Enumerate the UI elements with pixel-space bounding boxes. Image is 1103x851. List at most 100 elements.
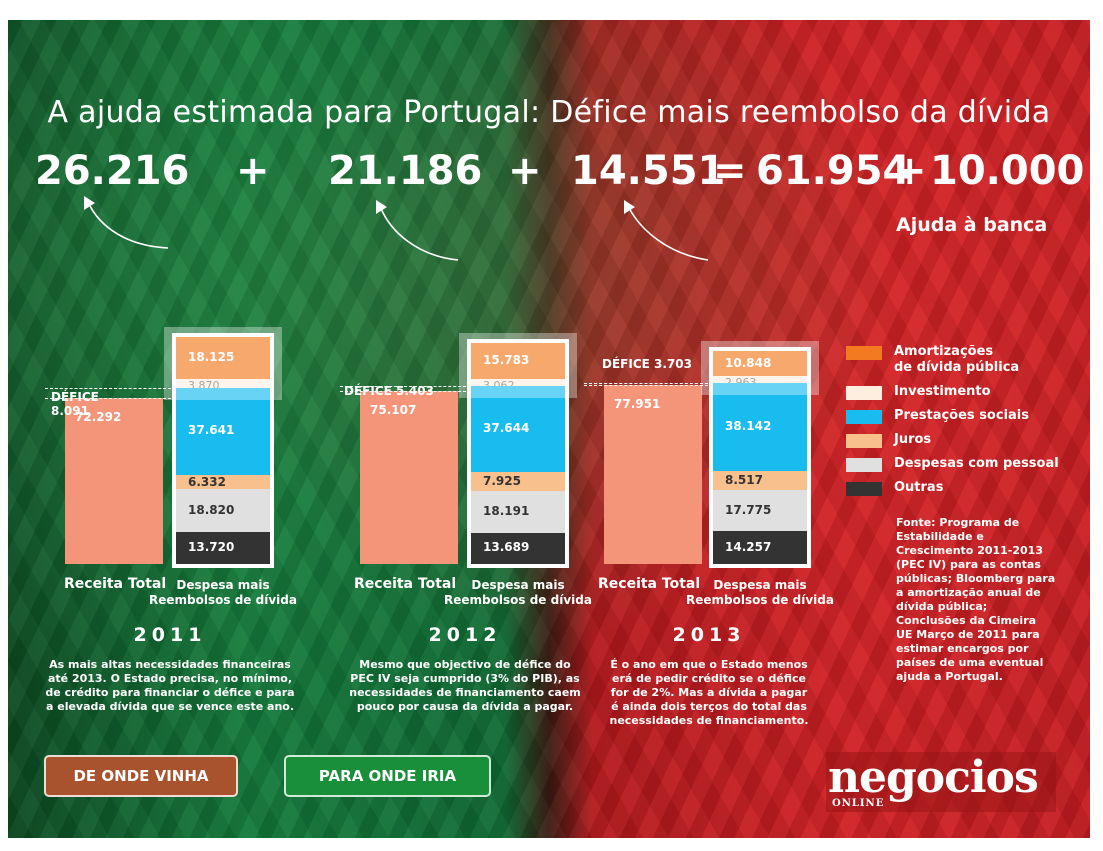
despesa-label-line: Reembolsos de dívida [149, 593, 297, 607]
legend-item: Juros [846, 432, 931, 448]
legend-label-line: Despesas com pessoal [894, 456, 1059, 471]
despesa-segment-investimento [176, 379, 270, 388]
defice-label-text: DÉFICE [51, 390, 99, 405]
infographic-panel: A ajuda estimada para Portugal: Défice m… [8, 20, 1090, 838]
legend-label: Juros [894, 432, 931, 448]
de-onde-vinha-button[interactable]: DE ONDE VINHA [44, 755, 238, 797]
despesa-segment-juros [176, 474, 270, 490]
source-line: Crescimento 2011-2013 [896, 544, 1043, 557]
legend-label-line: Investimento [894, 384, 991, 399]
arrow-icon [627, 205, 709, 261]
equals-sign: = [713, 148, 747, 194]
plus-sign: + [893, 148, 927, 194]
legend: Amortizações de dívida pública Investiment… [846, 344, 1076, 504]
defice-label: DÉFICE 5.403 [344, 383, 434, 398]
source-line: UE Março de 2011 para [896, 628, 1040, 641]
description-line: Mesmo que objectivo de défice do [359, 658, 571, 671]
despesa-label-line: Despesa mais [471, 578, 565, 592]
segment-value: 17.775 [725, 502, 772, 517]
legend-item: Despesas com pessoal [846, 456, 1059, 472]
para-onde-iria-button[interactable]: PARA ONDE IRIA [284, 755, 491, 797]
year-label: 2012 [428, 624, 502, 646]
segment-value: 18.125 [188, 350, 235, 365]
legend-item: Investimento [846, 384, 991, 400]
bank-aid-label: Ajuda à banca [896, 214, 1048, 236]
description-line: pouco por causa da dívida a pagar. [356, 700, 574, 713]
legend-swatch [846, 482, 882, 496]
segment-value: 7.925 [483, 473, 521, 488]
total-2011: 26.216 [35, 148, 190, 194]
despesa-segment-prestacoes [713, 383, 807, 471]
source-line: Estabilidade e [896, 530, 984, 543]
legend-swatch [846, 386, 882, 400]
defice-line-top [584, 383, 713, 384]
amortizacoes-highlight [459, 332, 577, 398]
legend-item: Prestações sociais [846, 408, 1029, 424]
segment-value: 15.783 [483, 352, 530, 367]
legend-swatch [846, 410, 882, 424]
legend-label: Outras [894, 480, 943, 496]
receita-value: 72.292 [75, 409, 122, 424]
despesa-segment-prestacoes [176, 388, 270, 475]
year-label: 2013 [672, 624, 746, 646]
description-line: é ainda dois terços do total das [611, 700, 807, 713]
despesa-segment-investimento [713, 376, 807, 383]
bank-aid-value: 10.000 [930, 148, 1085, 194]
segment-value: 8.517 [725, 472, 763, 487]
year-description: É o ano em que o Estado menos erá de pedi… [584, 658, 834, 728]
source-line: dívida pública; [896, 600, 988, 613]
defice-value: 8.091 [51, 404, 89, 419]
defice-line-bottom [584, 384, 713, 386]
despesa-segment-outras [713, 531, 807, 564]
despesa-segment-amortizacoes [471, 342, 565, 379]
receita-total-label: Receita Total [598, 576, 701, 592]
legend-label: Amortizações de dívida pública [894, 344, 1019, 376]
source-line: ajuda a Portugal. [896, 670, 1003, 683]
despesa-segment-juros [713, 470, 807, 491]
despesa-segment-investimento [471, 378, 565, 386]
amortizacoes-highlight [701, 341, 819, 395]
arrow-head-icon [624, 200, 635, 214]
despesa-segment-amortizacoes [713, 351, 807, 377]
description-line: As mais altas necessidades financeiras [49, 658, 291, 671]
source-line: públicas; Bloomberg para [896, 572, 1056, 585]
defice-label: DÉFICE 3.703 [602, 357, 692, 371]
description-line: de crédito para financiar o défice e par… [45, 686, 295, 699]
year-description: As mais altas necessidades financeiras at… [45, 658, 295, 714]
segment-value: 37.641 [188, 423, 235, 438]
despesa-label: Despesa mais Reembolsos de dívida [443, 578, 593, 608]
description-line: a elevada dívida que se vence este ano. [45, 700, 295, 713]
year-description: Mesmo que objectivo de défice do PEC IV s… [340, 658, 590, 714]
segment-value: 38.142 [725, 418, 772, 433]
source-line: países de uma eventual [896, 656, 1044, 669]
arrows-layer [84, 196, 709, 261]
segment-value: 37.644 [483, 421, 530, 436]
defice-label: DÉFICE 8.091 [51, 390, 99, 418]
arrow-head-icon [376, 200, 387, 214]
legend-label: Prestações sociais [894, 408, 1029, 424]
segment-value: 18.820 [188, 502, 235, 517]
despesa-label-line: Despesa mais [176, 578, 270, 592]
source-line: Fonte: Programa de [896, 516, 1020, 529]
arrow-head-icon [84, 196, 95, 210]
description-line: até 2013. O Estado precisa, no mínimo, [47, 672, 293, 685]
grand-total: 61.954 [756, 148, 911, 194]
despesa-label: Despesa mais Reembolsos de dívida [685, 578, 835, 608]
receita-total-label: Receita Total [64, 576, 167, 592]
receita-bar [360, 391, 458, 564]
despesa-segment-juros [471, 472, 565, 491]
despesa-segment-pessoal [176, 489, 270, 533]
legend-item: Amortizações de dívida pública [846, 344, 1019, 376]
year-label: 2011 [133, 624, 207, 646]
total-2012: 21.186 [328, 148, 483, 194]
source-line: a amortização anual de [896, 586, 1041, 599]
segment-value: 6.332 [188, 474, 226, 489]
legend-label: Investimento [894, 384, 991, 400]
despesa-label-line: Reembolsos de dívida [444, 593, 592, 607]
description-line: erá de pedir crédito se o défice [612, 672, 806, 685]
legend-item: Outras [846, 480, 943, 496]
despesa-label-line: Reembolsos de dívida [686, 593, 834, 607]
despesa-segment-pessoal [471, 490, 565, 533]
legend-swatch [846, 458, 882, 472]
negocios-logo[interactable]: negocios ONLINE [826, 752, 1056, 812]
